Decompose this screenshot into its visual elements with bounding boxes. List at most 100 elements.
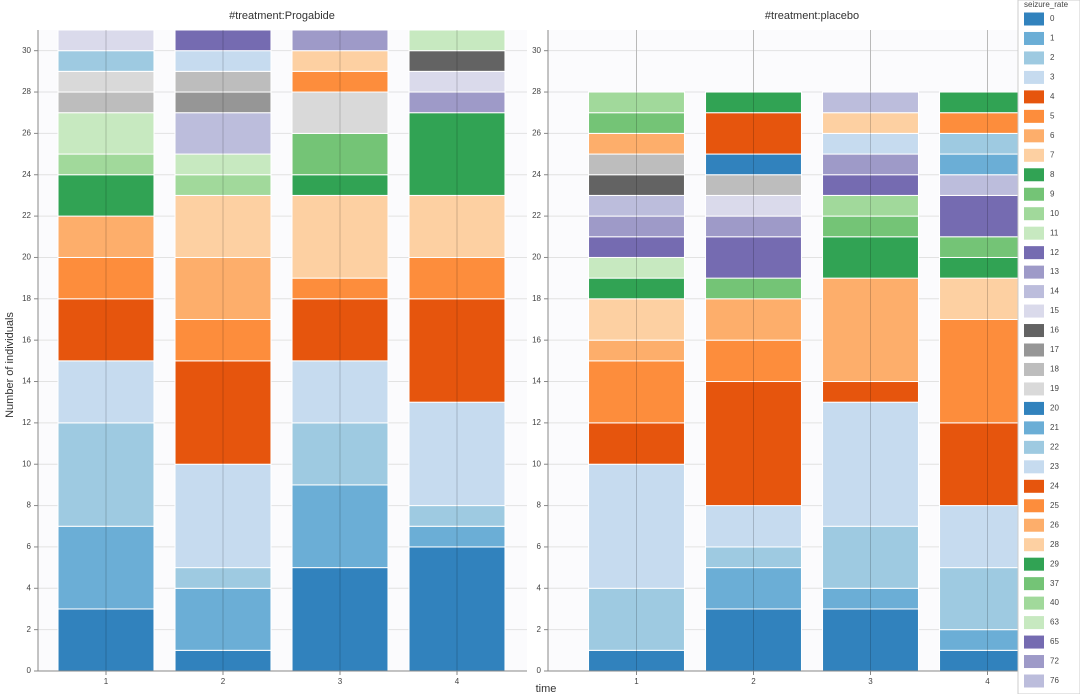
- legend-label: 14: [1050, 287, 1059, 296]
- legend-swatch: [1024, 324, 1044, 338]
- y-tick-label: 24: [22, 170, 31, 179]
- legend-swatch: [1024, 674, 1044, 688]
- y-tick-label: 2: [27, 625, 32, 634]
- y-tick-label: 0: [537, 666, 542, 675]
- legend-swatch: [1024, 655, 1044, 669]
- x-tick-label: 1: [634, 677, 639, 686]
- legend-label: 2: [1050, 53, 1055, 62]
- y-tick-label: 30: [532, 46, 541, 55]
- bar-segment: [822, 608, 919, 672]
- legend-label: 21: [1050, 423, 1059, 432]
- y-tick-label: 20: [22, 253, 31, 262]
- legend-swatch: [1024, 343, 1044, 357]
- bar-segment: [57, 174, 155, 217]
- bar-segment: [705, 112, 802, 155]
- y-tick-label: 24: [532, 170, 541, 179]
- chart-title: #treatment:placebo: [765, 10, 859, 22]
- bar-segment: [705, 298, 802, 341]
- bar-segment: [174, 112, 272, 155]
- legend-label: 20: [1050, 404, 1059, 413]
- bar-segment: [291, 484, 389, 569]
- bar-segment: [57, 422, 155, 527]
- legend-swatch: [1024, 479, 1044, 493]
- bar-segment: [57, 298, 155, 362]
- legend-label: 7: [1050, 150, 1055, 159]
- bar-segment: [291, 91, 389, 134]
- legend-swatch: [1024, 401, 1044, 415]
- bar-segment: [408, 401, 506, 507]
- y-tick-label: 6: [537, 542, 542, 551]
- legend: seizure_rate 012345678910111213141516171…: [1017, 0, 1080, 694]
- legend-title: seizure_rate: [1024, 0, 1069, 9]
- legend-swatch: [1024, 577, 1044, 591]
- legend-swatch: [1024, 109, 1044, 123]
- legend-swatch: [1024, 187, 1044, 201]
- y-tick-label: 22: [22, 211, 31, 220]
- legend-swatch: [1024, 616, 1044, 630]
- bar-segment: [588, 463, 685, 589]
- bar-segment: [57, 256, 155, 300]
- legend-label: 29: [1050, 559, 1059, 568]
- legend-swatch: [1024, 90, 1044, 104]
- legend-label: 63: [1050, 618, 1059, 627]
- legend-swatch: [1024, 596, 1044, 610]
- bar-segment: [174, 360, 272, 465]
- x-tick-label: 4: [455, 677, 460, 686]
- bar-segment: [408, 194, 506, 258]
- legend-swatch: [1024, 557, 1044, 571]
- bar-segment: [408, 112, 506, 196]
- y-tick-label: 30: [22, 46, 31, 55]
- y-tick-label: 8: [27, 501, 32, 510]
- x-axis-label: time: [536, 683, 557, 694]
- y-tick-label: 22: [532, 211, 541, 220]
- legend-label: 72: [1050, 657, 1059, 666]
- bar-segment: [174, 256, 272, 320]
- legend-label: 0: [1050, 14, 1055, 23]
- bar-segment: [408, 256, 506, 300]
- bar-segment: [291, 29, 389, 52]
- x-tick-label: 1: [104, 677, 109, 686]
- bar-segment: [588, 587, 685, 651]
- y-tick-label: 26: [532, 128, 541, 137]
- y-tick-label: 26: [22, 128, 31, 137]
- legend-swatch: [1024, 12, 1044, 26]
- bar-segment: [588, 91, 685, 114]
- legend-label: 6: [1050, 131, 1055, 140]
- legend-swatch: [1024, 148, 1044, 162]
- y-tick-label: 4: [537, 583, 542, 592]
- legend-swatch: [1024, 362, 1044, 376]
- bar-segment: [822, 91, 919, 114]
- bar-segment: [822, 401, 919, 527]
- legend-label: 18: [1050, 365, 1059, 374]
- legend-label: 16: [1050, 326, 1059, 335]
- chart-title: #treatment:Progabide: [229, 10, 335, 22]
- legend-label: 19: [1050, 384, 1059, 393]
- legend-label: 11: [1050, 228, 1059, 237]
- x-tick-label: 4: [985, 677, 990, 686]
- legend-label: 40: [1050, 598, 1059, 607]
- legend-swatch: [1024, 265, 1044, 279]
- legend-swatch: [1024, 499, 1044, 513]
- y-tick-label: 18: [532, 294, 541, 303]
- legend-swatch: [1024, 226, 1044, 240]
- y-tick-label: 18: [22, 294, 31, 303]
- legend-swatch: [1024, 440, 1044, 454]
- legend-label: 37: [1050, 579, 1059, 588]
- y-tick-label: 6: [27, 542, 32, 551]
- legend-label: 8: [1050, 170, 1055, 179]
- legend-swatch: [1024, 460, 1044, 474]
- legend-label: 12: [1050, 248, 1059, 257]
- bar-segment: [291, 422, 389, 486]
- bar-segment: [174, 29, 272, 52]
- legend-swatch: [1024, 382, 1044, 396]
- legend-label: 4: [1050, 92, 1055, 101]
- y-tick-label: 4: [27, 583, 32, 592]
- bar-segment: [705, 91, 802, 114]
- y-tick-label: 12: [22, 418, 31, 427]
- bar-segment: [291, 194, 389, 279]
- legend-label: 3: [1050, 73, 1055, 82]
- bar-segment: [408, 546, 506, 672]
- bar-segment: [174, 463, 272, 569]
- legend-swatch: [1024, 70, 1044, 84]
